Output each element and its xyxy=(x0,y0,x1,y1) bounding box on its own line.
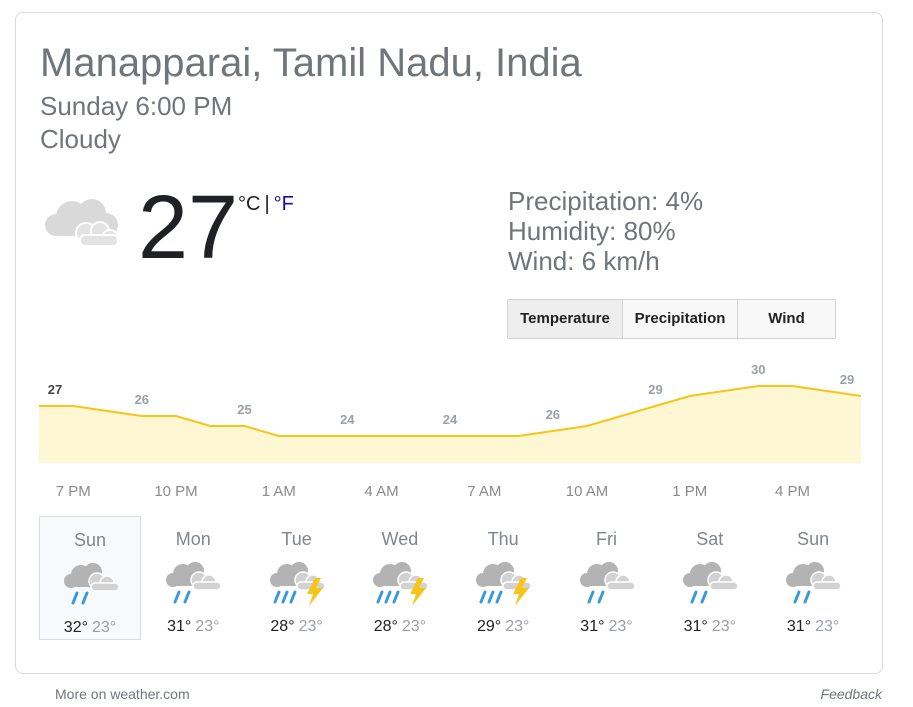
chart-data-label: 27 xyxy=(48,382,62,397)
forecast-high: 28° xyxy=(373,618,398,635)
time-tick-label: 10 PM xyxy=(154,483,198,500)
tab-precipitation[interactable]: Precipitation xyxy=(623,300,738,338)
chart-data-label: 24 xyxy=(443,412,458,427)
forecast-day[interactable]: Fri 31° 23° xyxy=(556,516,658,640)
forecast-day-name: Sun xyxy=(797,529,830,549)
time-tick-label: 1 AM xyxy=(261,483,296,500)
chart-data-label: 30 xyxy=(751,363,765,377)
forecast-high: 28° xyxy=(270,618,295,635)
time-tick-label: 7 PM xyxy=(55,483,91,500)
forecast-low: 23° xyxy=(711,618,736,635)
precipitation-detail: Precipitation: 4% xyxy=(508,186,704,216)
forecast-low: 23° xyxy=(298,618,323,635)
forecast-temps: 31° 23° xyxy=(762,618,864,636)
tab-wind[interactable]: Wind xyxy=(738,300,835,338)
time-tick-label: 4 AM xyxy=(364,483,399,500)
date-time: Sunday 6:00 PM xyxy=(40,91,233,121)
unit-fahrenheit[interactable]: °F xyxy=(273,193,294,215)
forecast-day-name: Wed xyxy=(381,529,419,549)
forecast-low: 23° xyxy=(92,619,117,636)
location-title: Manapparai, Tamil Nadu, India xyxy=(40,41,582,85)
time-axis: 7 PM 10 PM 1 AM 4 AM 7 AM 10 AM 1 PM 4 PM xyxy=(39,483,859,503)
unit-separator: | xyxy=(264,193,270,215)
thunderstorm-icon xyxy=(265,558,329,613)
rain-cloud-icon xyxy=(781,558,845,613)
forecast-high: 29° xyxy=(476,618,502,635)
weather-source-link[interactable]: More on weather.com xyxy=(55,686,190,702)
time-tick-label: 1 PM xyxy=(672,483,708,500)
forecast-temps: 29° 23° xyxy=(452,618,554,636)
condition-text: Cloudy xyxy=(40,124,121,154)
feedback-link[interactable]: Feedback xyxy=(820,686,882,702)
unit-celsius[interactable]: °C xyxy=(238,193,261,215)
wind-detail: Wind: 6 km/h xyxy=(508,246,660,276)
humidity-detail: Humidity: 80% xyxy=(508,216,676,246)
chart-data-label: 26 xyxy=(546,407,560,422)
chart-area xyxy=(39,386,861,463)
chart-data-label: 29 xyxy=(648,382,662,397)
forecast-day[interactable]: Wed 28° 23° xyxy=(349,516,451,640)
forecast-high: 31° xyxy=(167,618,192,635)
forecast-day-name: Tue xyxy=(281,529,312,549)
weather-details: Precipitation: 4% Humidity: 80% Wind: 6 … xyxy=(508,186,703,276)
time-tick-label: 10 AM xyxy=(565,483,609,500)
forecast-day[interactable]: Mon 31° 23° xyxy=(142,516,244,640)
forecast-low: 23° xyxy=(608,618,633,635)
rain-cloud-icon xyxy=(678,558,742,613)
forecast-low: 23° xyxy=(815,618,840,635)
thunderstorm-icon xyxy=(368,558,432,613)
daily-forecast: Sun 32° 23° Mon 31° 23° Tue 28° 23° Wed 28° 23°… xyxy=(39,516,863,642)
cloudy-icon xyxy=(42,193,124,256)
forecast-high: 32° xyxy=(63,619,88,636)
forecast-high: 31° xyxy=(786,618,812,635)
time-tick-label: 7 AM xyxy=(467,483,502,500)
forecast-day-name: Thu xyxy=(487,529,519,549)
current-temperature: 27 xyxy=(138,178,239,278)
chart-data-label: 26 xyxy=(135,392,149,407)
forecast-day-name: Sun xyxy=(73,530,107,550)
rain-cloud-icon xyxy=(575,558,639,613)
forecast-low: 23° xyxy=(401,618,427,635)
forecast-day[interactable]: Sat 31° 23° xyxy=(659,516,761,640)
forecast-day-name: Sat xyxy=(696,529,724,549)
tab-temperature[interactable]: Temperature xyxy=(508,300,623,338)
chart-line xyxy=(39,385,861,437)
forecast-temps: 28° 23° xyxy=(349,618,451,636)
forecast-day[interactable]: Sun 32° 23° xyxy=(39,516,141,640)
chart-data-label: 24 xyxy=(340,412,355,427)
forecast-low: 23° xyxy=(195,618,220,635)
forecast-temps: 32° 23° xyxy=(40,619,140,637)
unit-switch: °C | °F xyxy=(238,193,294,216)
forecast-high: 31° xyxy=(683,618,708,635)
temperature-chart: 27 26 25 24 24 26 29 30 29 xyxy=(39,363,861,463)
forecast-temps: 31° 23° xyxy=(142,618,244,636)
forecast-day[interactable]: Thu 29° 23° xyxy=(452,516,554,640)
forecast-day-name: Mon xyxy=(175,529,211,549)
forecast-temps: 28° 23° xyxy=(246,618,348,636)
forecast-high: 31° xyxy=(580,618,605,635)
chart-tabs: Temperature Precipitation Wind xyxy=(507,299,836,339)
rain-cloud-icon xyxy=(161,558,225,613)
rain-cloud-icon xyxy=(59,559,123,614)
chart-data-label: 29 xyxy=(840,372,854,387)
chart-data-label: 25 xyxy=(237,402,251,417)
forecast-day[interactable]: Sun 31° 23° xyxy=(762,516,864,640)
forecast-day-name: Fri xyxy=(596,529,617,549)
forecast-day[interactable]: Tue 28° 23° xyxy=(246,516,348,640)
time-tick-label: 4 PM xyxy=(774,483,811,500)
forecast-low: 23° xyxy=(505,618,530,635)
thunderstorm-icon xyxy=(471,558,535,613)
forecast-temps: 31° 23° xyxy=(556,618,658,636)
forecast-temps: 31° 23° xyxy=(659,618,761,636)
weather-card: Manapparai, Tamil Nadu, India Sunday 6:0… xyxy=(15,12,883,674)
